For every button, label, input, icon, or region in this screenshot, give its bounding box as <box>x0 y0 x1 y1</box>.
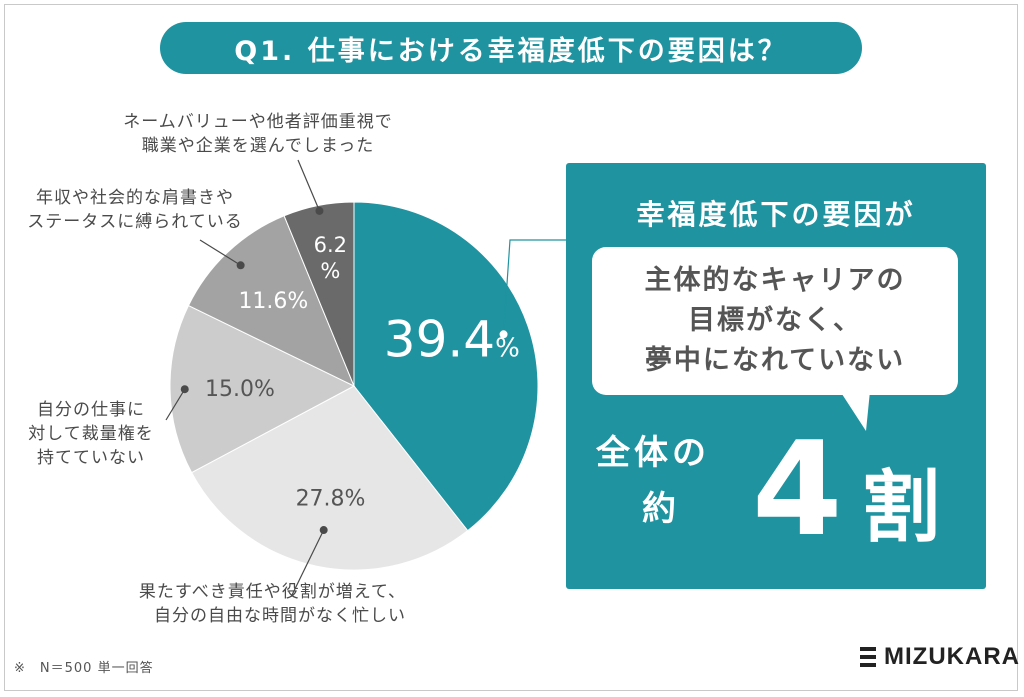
label-busy-line2: 自分の自由な時間がなく忙しい <box>154 606 406 626</box>
value-label-main-unit: % <box>495 334 520 364</box>
leader-main <box>502 239 566 335</box>
leader-busy <box>291 529 325 596</box>
label-discretion-line2: 対して裁量権を <box>28 424 154 444</box>
label-busy: 果たすべき責任や役割が増えて、 自分の自由な時間がなく忙しい <box>96 580 406 628</box>
label-status: 年収や社会的な肩書きや ステータスに縛られている <box>10 186 260 234</box>
label-discretion-line3: 持てていない <box>37 448 145 468</box>
logo-mark-icon <box>860 647 876 667</box>
leader-discretion-dot <box>180 385 189 394</box>
outer-frame <box>4 4 1018 691</box>
value-label-slice-reputation-part1: 6.2 <box>314 233 347 257</box>
speech-bubble: 主体的なキャリアの 目標がなく、 夢中になれていない <box>592 247 958 395</box>
slice-discretion <box>169 304 356 474</box>
big-number: 4 <box>752 413 843 565</box>
leader-status <box>199 239 241 266</box>
label-reputation: ネームバリューや他者評価重視で 職業や企業を選んでしまった <box>108 110 408 158</box>
logo-text: MIZUKARA <box>884 643 1020 670</box>
leader-reputation-dot <box>315 206 324 215</box>
leader-reputation <box>297 159 321 212</box>
label-reputation-line2: 職業や企業を選んでしまった <box>141 136 375 156</box>
bubble-line3: 夢中になれていない <box>644 345 906 376</box>
slice-busy <box>190 385 469 571</box>
slice-reputation <box>283 201 355 387</box>
brand-logo: MIZUKARA <box>860 640 1020 674</box>
bubble-line1: 主体的なキャリアの <box>644 265 906 296</box>
value-label-slice-reputation-part2: % <box>320 259 340 283</box>
bubble-text: 主体的なキャリアの 目標がなく、 夢中になれていない <box>592 261 958 381</box>
label-busy-line1: 果たすべき責任や役割が増えて、 <box>138 582 406 602</box>
label-status-line2: ステータスに縛られている <box>27 212 243 232</box>
value-label-slice-discretion: 15.0% <box>205 377 275 402</box>
leader-main-dot <box>499 330 508 339</box>
bubble-line2: 目標がなく、 <box>688 305 862 336</box>
value-label-slice-status: 11.6% <box>238 289 308 314</box>
leader-busy-dot <box>319 526 328 535</box>
approx-label: 約 <box>642 489 676 529</box>
whole-label: 全体の <box>596 433 710 473</box>
label-discretion: 自分の仕事に 対して裁量権を 持てていない <box>16 398 166 470</box>
label-reputation-line1: ネームバリューや他者評価重視で <box>123 112 393 132</box>
value-label-slice-busy: 27.8% <box>296 487 366 512</box>
leader-discretion <box>165 388 186 421</box>
callout-panel: 幸福度低下の要因が 主体的なキャリアの 目標がなく、 夢中になれていない 全体の… <box>566 163 986 589</box>
footnote: ※ N＝500 単一回答 <box>14 661 154 676</box>
callout-heading: 幸福度低下の要因が <box>636 198 916 231</box>
page-title: Q1. 仕事における幸福度低下の要因は？ <box>160 22 862 74</box>
label-discretion-line1: 自分の仕事に <box>37 400 145 420</box>
slice-main <box>353 201 539 532</box>
bubble-tail <box>840 391 870 431</box>
label-status-line1: 年収や社会的な肩書きや <box>36 188 234 208</box>
big-unit: 割 <box>862 463 941 553</box>
leader-status-dot <box>236 261 245 270</box>
